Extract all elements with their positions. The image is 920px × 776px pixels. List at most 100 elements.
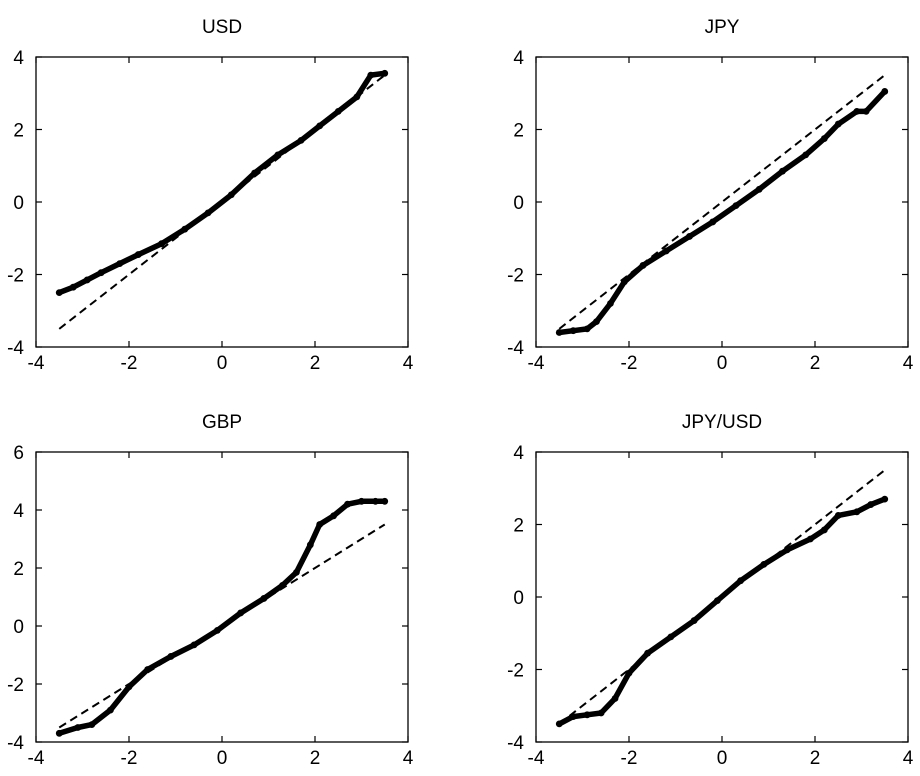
usd-qq-point — [116, 260, 124, 268]
jpy-usd-title: JPY/USD — [682, 412, 762, 433]
jpy-usd-qq-point — [806, 535, 814, 543]
usd-qq-point — [381, 69, 389, 77]
jpy-qq-point — [569, 327, 577, 335]
gbp-y-tick-label: 6 — [13, 443, 24, 464]
usd-qq-point — [334, 107, 342, 115]
jpy-usd-qq-point — [783, 546, 791, 554]
jpy-usd-qq-point — [555, 720, 563, 728]
jpy-y-tick-label: 2 — [513, 121, 524, 142]
jpy-x-tick-label: 0 — [717, 353, 728, 374]
gbp-qq-point — [358, 497, 365, 505]
jpy-qq-point — [583, 325, 591, 333]
gbp-qq-point — [107, 706, 114, 714]
gbp-x-tick-label: 2 — [310, 748, 321, 769]
usd-qq-point — [55, 289, 63, 297]
jpy-y-tick-label: 0 — [513, 193, 524, 214]
jpy-usd-qq-point — [834, 512, 842, 519]
jpy-usd-y-tick-label: -2 — [507, 661, 524, 682]
jpy-usd-x-tick-label: 4 — [903, 748, 914, 769]
jpy-qq-point — [820, 135, 828, 142]
jpy-usd-reference-line — [558, 469, 886, 725]
usd-qq-point — [83, 276, 91, 284]
jpy-x-tick-label: -2 — [621, 353, 638, 374]
jpy-qq-point — [732, 202, 740, 210]
jpy-y-tick-label: -2 — [507, 266, 524, 287]
jpy-usd-qq-point — [713, 597, 721, 605]
jpy-usd-y-tick-label: 0 — [513, 588, 524, 609]
jpy-qq-point — [779, 167, 786, 175]
jpy-usd-qq-point — [867, 501, 875, 508]
usd-y-tick-label: 0 — [13, 193, 24, 214]
jpy-qq-point — [620, 278, 628, 286]
usd-qq-point — [353, 93, 361, 101]
jpy-qq-point — [593, 318, 600, 326]
jpy-usd-panel: JPY/USD -4 -2 0 2 4 -4 -2 0 2 4 — [507, 412, 914, 769]
usd-qq-point — [158, 240, 165, 248]
gbp-qq-point — [372, 497, 379, 505]
gbp-y-tick-label: -2 — [7, 675, 24, 696]
usd-qq-point — [97, 269, 105, 277]
usd-qq-point — [181, 225, 189, 233]
jpy-usd-qq-point — [667, 633, 675, 641]
gbp-qq-point — [144, 666, 152, 673]
gbp-y-tick-label: 2 — [13, 559, 24, 580]
jpy-usd-qq-point — [597, 709, 605, 717]
jpy-usd-x-tick-label: -4 — [528, 748, 545, 769]
jpy-usd-qq-point — [881, 495, 889, 503]
jpy-x-tick-label: 2 — [810, 353, 821, 374]
usd-y-tick-label: -4 — [7, 338, 24, 359]
jpy-usd-x-tick-label: 2 — [810, 748, 821, 769]
jpy-qq-point — [834, 120, 842, 128]
usd-panel: USD -4 -2 0 2 4 -4 -2 0 2 4 — [7, 17, 414, 374]
gbp-qq-point — [167, 653, 175, 660]
usd-x-tick-label: -4 — [28, 353, 45, 374]
usd-x-tick-label: 2 — [310, 353, 321, 374]
jpy-panel: JPY -4 -2 0 2 4 -4 -2 0 2 4 — [507, 17, 914, 374]
usd-y-tick-label: 4 — [13, 48, 24, 69]
usd-qq-point — [251, 169, 258, 177]
jpy-usd-x-tick-label: 0 — [717, 748, 728, 769]
usd-qq-point — [297, 136, 305, 144]
jpy-qq-point — [881, 88, 889, 95]
gbp-qq-point — [279, 582, 286, 589]
jpy-qq-point — [607, 300, 614, 307]
usd-qq-point — [69, 283, 77, 291]
jpy-usd-qq-point — [690, 617, 698, 624]
jpy-usd-qq-curve — [556, 496, 888, 727]
gbp-axes-frame — [35, 451, 409, 743]
usd-qq-point — [227, 191, 235, 199]
usd-qq-point — [134, 251, 142, 258]
jpy-qq-point — [755, 185, 763, 193]
jpy-usd-y-tick-label: 4 — [513, 443, 524, 464]
gbp-qq-point — [260, 595, 268, 602]
jpy-usd-y-tick-label: 2 — [513, 516, 524, 537]
usd-x-tick-label: 0 — [217, 353, 228, 374]
jpy-usd-qq-point — [569, 713, 577, 721]
jpy-usd-y-tick-label: -4 — [507, 733, 524, 754]
usd-qq-point — [274, 151, 282, 159]
gbp-y-tick-label: 4 — [13, 501, 24, 522]
gbp-qq-point — [125, 683, 133, 691]
gbp-qq-point — [344, 500, 351, 508]
jpy-usd-qq-point — [644, 649, 651, 657]
usd-qq-curve — [56, 70, 388, 296]
gbp-y-tick-label: -4 — [7, 733, 24, 754]
jpy-usd-qq-point — [820, 526, 828, 534]
jpy-qq-point — [802, 151, 810, 159]
gbp-qq-point — [330, 512, 337, 520]
gbp-qq-point — [213, 626, 221, 634]
gbp-qq-point — [55, 729, 63, 737]
gbp-x-tick-label: -2 — [121, 748, 138, 769]
jpy-x-tick-label: 4 — [903, 353, 914, 374]
jpy-qq-point — [853, 107, 861, 115]
jpy-usd-x-tick-label: -2 — [621, 748, 638, 769]
jpy-qq-point — [709, 218, 717, 226]
usd-qq-point — [204, 209, 212, 217]
jpy-usd-qq-point — [737, 577, 744, 585]
gbp-qq-point — [316, 521, 324, 528]
jpy-usd-qq-point — [853, 508, 861, 516]
usd-title: USD — [202, 17, 242, 38]
jpy-qq-point — [555, 329, 563, 336]
gbp-qq-point — [237, 609, 245, 617]
